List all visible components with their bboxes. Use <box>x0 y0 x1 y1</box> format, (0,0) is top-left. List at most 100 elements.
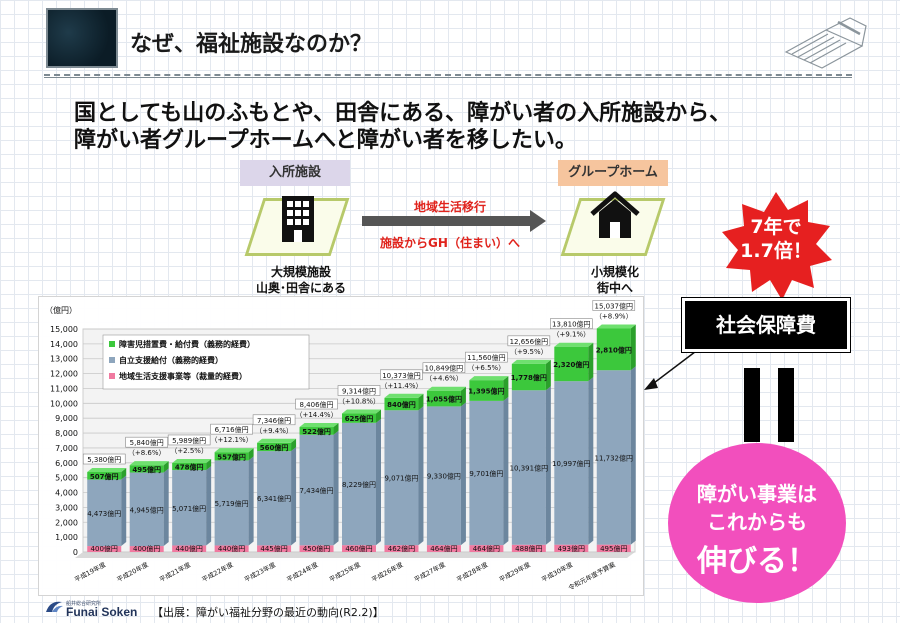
house-icon <box>590 191 640 238</box>
group-home-caption-2: 街中へ <box>596 281 633 295</box>
bar-side-child-support <box>121 468 127 480</box>
data-label-child-support: 495億円 <box>132 465 161 474</box>
bar-segment-self-reliance <box>257 451 292 546</box>
growth-label: （+8.9%） <box>595 312 633 320</box>
bar-segment-child-support <box>172 462 207 471</box>
bar-top-face <box>384 393 424 398</box>
data-label-local-support: 495億円 <box>600 544 627 553</box>
total-label: 9,314億円 <box>342 387 376 396</box>
total-label: 5,840億円 <box>130 438 164 447</box>
data-label-local-support: 460億円 <box>345 544 372 553</box>
bar-side-self-reliance <box>376 418 381 546</box>
data-label-local-support: 464億円 <box>473 544 500 553</box>
bar-segment-self-reliance <box>172 470 207 546</box>
budget-bar-chart: 0 1,000 2,000 3,000 4,000 5,000 6,000 7,000 8,00… <box>45 300 636 592</box>
data-label-self-reliance: 6,341億円 <box>257 494 291 503</box>
bar-segment-child-support <box>384 397 419 411</box>
growth-label: （+2.5%） <box>170 447 208 455</box>
bar-side-self-reliance <box>630 366 636 545</box>
total-label: 8,406億円 <box>300 400 334 409</box>
logo-subtitle: 船井総合研究所 <box>66 601 102 607</box>
bar-side-self-reliance <box>206 466 212 546</box>
growth-label: （+10.8%） <box>338 398 380 406</box>
data-label-self-reliance: 8,229億円 <box>342 480 376 489</box>
data-label-self-reliance: 9,330億円 <box>427 472 461 481</box>
data-label-local-support: 450億円 <box>303 544 330 553</box>
bar-side-child-support <box>376 409 381 423</box>
bar-segment-child-support <box>214 452 249 461</box>
data-label-self-reliance: 7,434億円 <box>300 486 334 495</box>
y-tick-label: 5,000 <box>55 474 78 483</box>
total-box <box>507 335 551 347</box>
burst-text-2: 1.7倍！ <box>740 240 812 262</box>
total-label: 13,810億円 <box>552 320 591 329</box>
header-divider <box>44 74 852 78</box>
bar-side-self-reliance <box>121 475 127 547</box>
total-box <box>295 398 338 410</box>
legend-swatch <box>109 341 115 347</box>
legend-swatch <box>109 373 115 379</box>
data-label-child-support: 478億円 <box>175 463 204 472</box>
bar-top-face <box>172 458 212 463</box>
data-label-local-support: 445億円 <box>260 544 287 553</box>
bar-top-face <box>87 468 127 473</box>
bar-side-self-reliance <box>248 456 254 546</box>
total-label: 5,989億円 <box>172 436 206 445</box>
x-tick-label: 平成25年度 <box>327 560 362 584</box>
growth-label: （+14.4%） <box>295 411 337 419</box>
bar-segment-local-support <box>596 544 631 552</box>
total-label: 15,037億円 <box>595 301 634 310</box>
bar-top-face <box>554 342 594 347</box>
data-label-child-support: 1,395億円 <box>468 387 504 396</box>
total-box <box>337 385 381 396</box>
data-label-self-reliance: 9,701億円 <box>469 469 503 478</box>
bar-segment-child-support <box>342 413 376 423</box>
total-box <box>465 351 508 363</box>
x-tick-label: 平成23年度 <box>243 560 278 584</box>
bar-segment-self-reliance <box>596 370 631 545</box>
bar-side-child-support <box>291 438 297 452</box>
bar-top-face <box>299 423 339 428</box>
arrow-label-bottom: 施設からGH（住まい）へ <box>380 236 520 250</box>
bar-segment-local-support <box>214 545 249 552</box>
y-tick-label: 2,000 <box>55 518 78 527</box>
bar-segment-local-support <box>426 545 461 552</box>
bar-segment-local-support <box>257 545 292 552</box>
data-label-self-reliance: 4,945億円 <box>130 505 164 514</box>
data-label-child-support: 2,810億円 <box>596 345 632 354</box>
legend-entry: 障害児措置費・給付費（義務的経費） <box>119 339 255 349</box>
bar-segment-self-reliance <box>342 422 376 546</box>
bar-segment-local-support <box>299 545 334 552</box>
bar-segment-local-support <box>129 546 164 552</box>
building-icon <box>282 196 314 242</box>
equals-bar-right <box>778 368 794 442</box>
y-tick-label: 8,000 <box>55 429 78 438</box>
bar-side-self-reliance <box>588 377 594 545</box>
bar-segment-self-reliance <box>87 479 122 547</box>
bar-segment-child-support <box>426 390 461 407</box>
logo-text: Funai Soken <box>66 605 138 619</box>
bar-segment-local-support <box>554 544 589 552</box>
total-label: 5,380億円 <box>87 455 121 464</box>
data-label-self-reliance: 10,997億円 <box>552 459 591 468</box>
bar-segment-local-support <box>511 544 546 552</box>
group-home-label: グループホーム <box>558 160 668 186</box>
total-box <box>252 414 296 426</box>
growth-label: （+6.5%） <box>468 364 506 372</box>
data-label-child-support: 1,055億円 <box>426 395 462 404</box>
data-label-self-reliance: 5,071億円 <box>172 504 206 513</box>
bar-segment-self-reliance <box>469 400 504 546</box>
group-home-caption-1: 小規模化 <box>590 265 639 279</box>
data-label-local-support: 400億円 <box>91 544 118 553</box>
bar-segment-local-support <box>87 546 122 552</box>
y-tick-label: 13,000 <box>50 355 78 364</box>
arrow-label-top: 地域生活移行 <box>413 200 486 214</box>
bar-side-child-support <box>333 423 339 435</box>
chart-frame: 0 1,000 2,000 3,000 4,000 5,000 6,000 7,000 8,00… <box>38 296 644 596</box>
headline-line-1: 国としても山のふもとや、田舎にある、障がい者の入所施設から、 <box>74 101 732 126</box>
data-label-child-support: 507億円 <box>90 472 119 481</box>
total-box <box>167 434 211 446</box>
growth-label: （+12.1%） <box>211 436 253 444</box>
bar-segment-child-support <box>554 346 589 382</box>
data-label-child-support: 625億円 <box>345 414 374 423</box>
